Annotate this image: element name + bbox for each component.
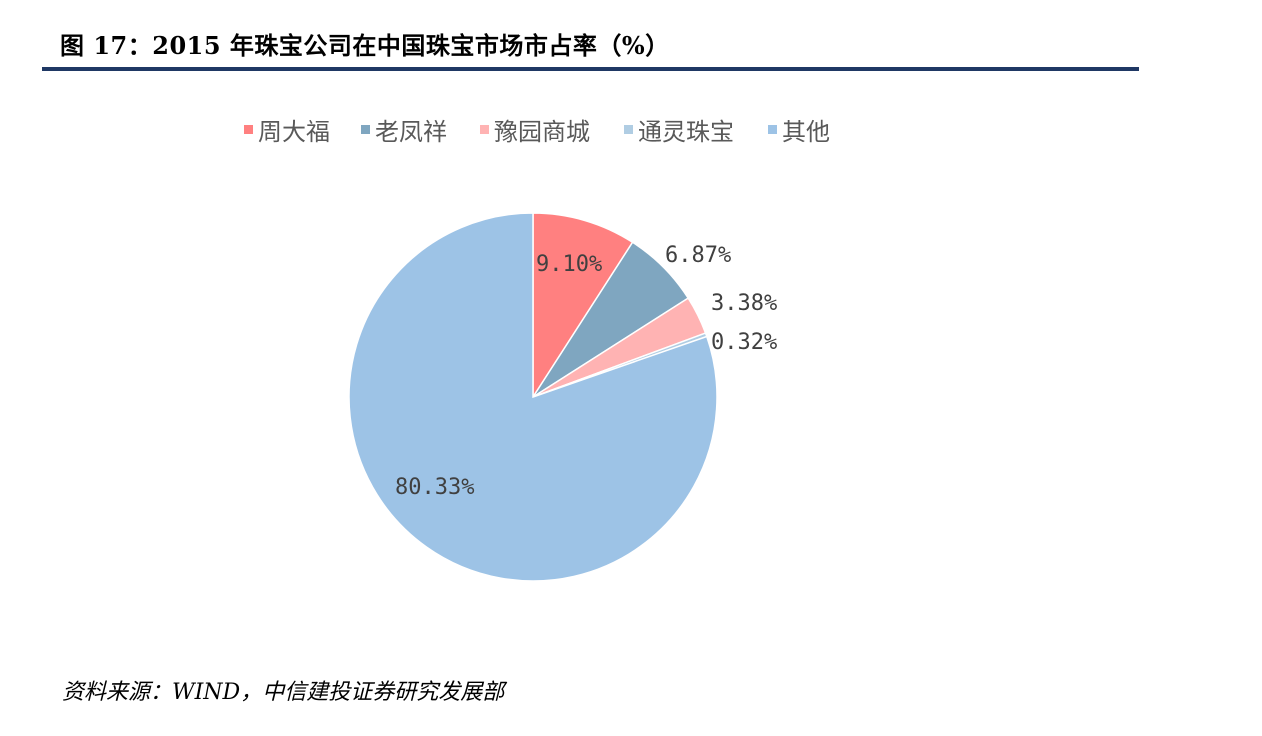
legend-swatch <box>624 125 633 134</box>
figure-title: 图 17：2015 年珠宝公司在中国珠宝市场市占率（%） <box>60 31 670 60</box>
legend-swatch <box>480 125 489 134</box>
value-label-5: 80.33% <box>395 475 474 500</box>
legend-item-5: 其他 <box>768 118 830 146</box>
legend-item-2: 老凤祥 <box>361 118 447 146</box>
legend-swatch <box>361 125 370 134</box>
chart-legend: 周大福 老凤祥 豫园商城 通灵珠宝 其他 <box>244 118 830 146</box>
pie-slice-1 <box>532 212 634 400</box>
legend-label: 其他 <box>782 118 830 146</box>
legend-swatch <box>768 125 777 134</box>
value-label-3: 3.38% <box>711 291 777 316</box>
legend-label: 老凤祥 <box>375 118 447 146</box>
legend-swatch <box>244 125 253 134</box>
legend-label: 通灵珠宝 <box>638 118 734 146</box>
pie-value-labels: 9.10% 6.87% 3.38% 0.32% 80.33% <box>395 243 777 500</box>
legend-item-1: 周大福 <box>244 118 330 146</box>
value-label-4: 0.32% <box>711 330 777 355</box>
title-rule <box>42 67 1139 71</box>
pie-slices <box>348 212 718 582</box>
legend-item-4: 通灵珠宝 <box>624 118 734 146</box>
source-note: 资料来源：WIND，中信建投证券研究发展部 <box>62 680 505 705</box>
value-label-2: 6.87% <box>665 243 731 268</box>
legend-label: 周大福 <box>258 118 330 146</box>
legend-item-3: 豫园商城 <box>480 118 590 146</box>
value-label-1: 9.10% <box>536 252 602 277</box>
pie-slice-5 <box>348 212 718 582</box>
legend-label: 豫园商城 <box>494 118 590 146</box>
